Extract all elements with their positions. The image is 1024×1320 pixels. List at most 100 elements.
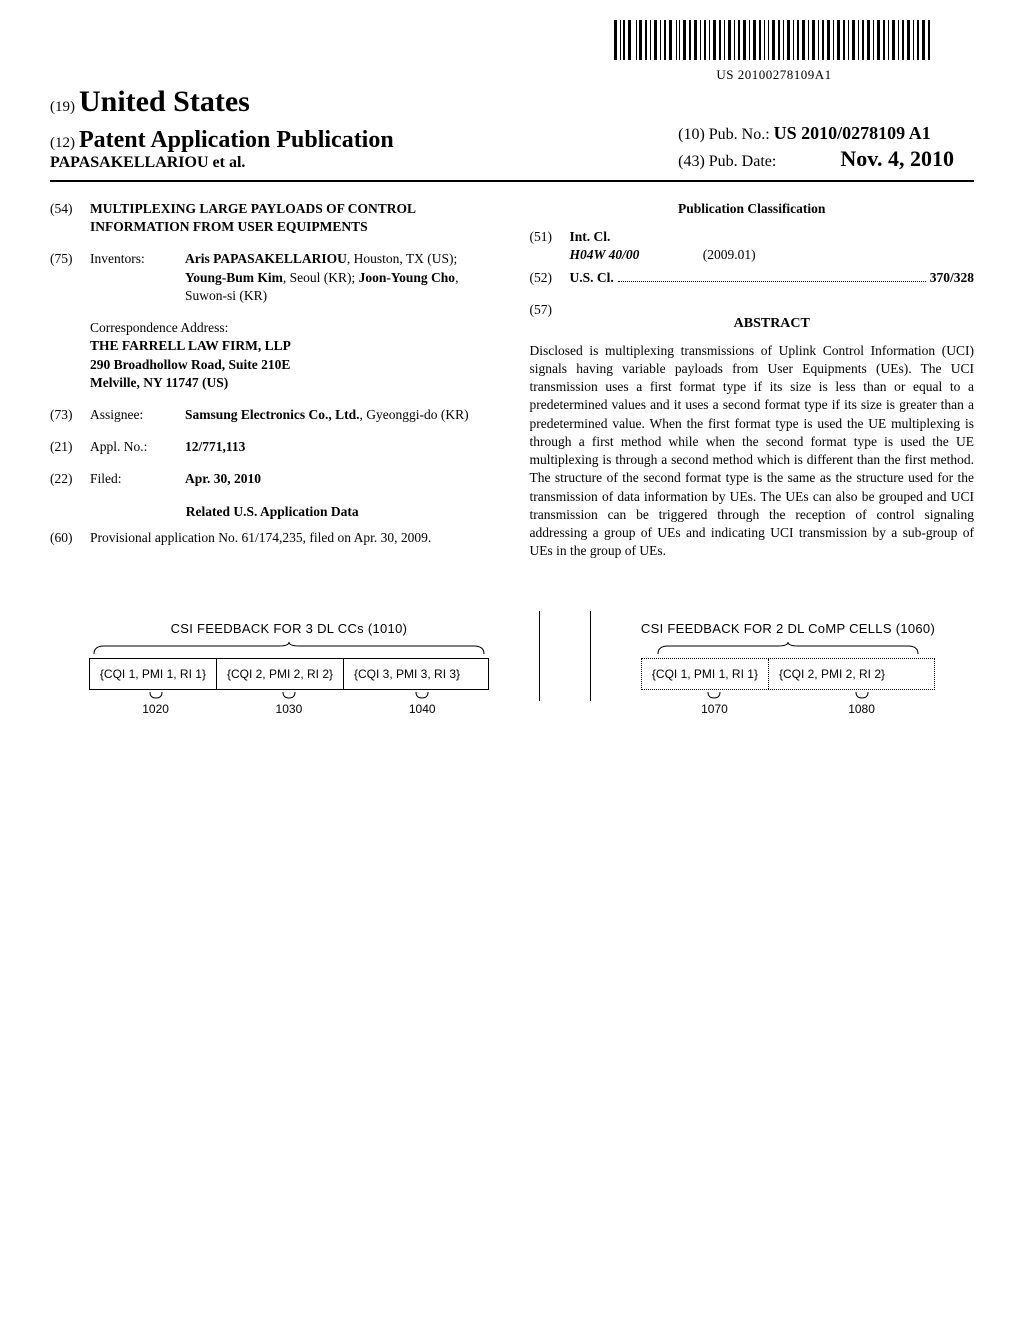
figure-block-2: CSI FEEDBACK FOR 2 DL CoMP CELLS (1060) … xyxy=(641,621,935,716)
barcode-area: US 20100278109A1 xyxy=(614,20,934,83)
code-21: (21) xyxy=(50,438,90,456)
figure-vline-1 xyxy=(539,611,540,701)
code-57: (57) xyxy=(530,301,570,342)
code-73: (73) xyxy=(50,406,90,424)
field-54: (54) MULTIPLEXING LARGE PAYLOADS OF CONT… xyxy=(50,200,495,236)
barcode-text: US 20100278109A1 xyxy=(614,67,934,83)
inventor-1-loc: , Houston, TX (US); xyxy=(347,251,457,266)
invention-title: MULTIPLEXING LARGE PAYLOADS OF CONTROL I… xyxy=(90,200,495,236)
authors-line: PAPASAKELLARIOU et al. xyxy=(50,154,394,172)
inventors-val: Aris PAPASAKELLARIOU, Houston, TX (US); … xyxy=(185,250,495,305)
fig1-boxes: {CQI 1, PMI 1, RI 1} {CQI 2, PMI 2, RI 2… xyxy=(89,658,489,690)
label-inventors: Inventors: xyxy=(90,250,185,305)
fig1-refs: 1020 1030 1040 xyxy=(89,692,489,716)
right-column: Publication Classification (51) Int. Cl.… xyxy=(530,200,975,561)
fig1-cell-0: {CQI 1, PMI 1, RI 1} xyxy=(90,659,217,689)
field-52: (52) U.S. Cl. 370/328 xyxy=(530,269,975,287)
fig2-cell-1: {CQI 2, PMI 2, RI 2} xyxy=(769,659,895,689)
figure-block-1: CSI FEEDBACK FOR 3 DL CCs (1010) {CQI 1,… xyxy=(89,621,489,716)
code-10: (10) xyxy=(678,126,705,143)
abstract-head: ABSTRACT xyxy=(570,315,975,334)
field-75: (75) Inventors: Aris PAPASAKELLARIOU, Ho… xyxy=(50,250,495,305)
filed-val: Apr. 30, 2010 xyxy=(185,470,495,488)
intcl-val: H04W 40/00 xyxy=(570,247,640,262)
corr-l2: THE FARRELL LAW FIRM, LLP xyxy=(90,337,495,355)
code-43: (43) xyxy=(678,153,705,170)
assignee-val: Samsung Electronics Co., Ltd., Gyeonggi-… xyxy=(185,406,495,424)
fig2-top-bracket xyxy=(641,642,935,654)
fig1-cell-2: {CQI 3, PMI 3, RI 3} xyxy=(344,659,470,689)
header-block: (19) United States (12) Patent Applicati… xyxy=(50,85,974,172)
field-57: (57) ABSTRACT xyxy=(530,301,975,342)
field-22: (22) Filed: Apr. 30, 2010 xyxy=(50,470,495,488)
assignee-loc: , Gyeonggi-do (KR) xyxy=(360,407,469,422)
code-60: (60) xyxy=(50,529,90,547)
inventor-2-loc: , Seoul (KR); xyxy=(283,270,359,285)
label-intcl: Int. Cl. xyxy=(570,228,975,246)
label-assignee: Assignee: xyxy=(90,406,185,424)
body-columns: (54) MULTIPLEXING LARGE PAYLOADS OF CONT… xyxy=(50,200,974,561)
corr-l3: 290 Broadhollow Road, Suite 210E xyxy=(90,356,495,374)
code-75: (75) xyxy=(50,250,90,305)
fig2-refs: 1070 1080 xyxy=(641,692,935,716)
provisional-text: Provisional application No. 61/174,235, … xyxy=(90,529,495,547)
field-73: (73) Assignee: Samsung Electronics Co., … xyxy=(50,406,495,424)
fig2-ref-1-text: 1080 xyxy=(848,702,875,716)
fig2-ref-0: 1070 xyxy=(641,692,788,716)
pub-class-head: Publication Classification xyxy=(530,200,975,218)
abstract-text: Disclosed is multiplexing transmissions … xyxy=(530,342,975,561)
field-51: (51) Int. Cl. H04W 40/00 (2009.01) xyxy=(530,228,975,264)
header-right: (10) Pub. No.: US 2010/0278109 A1 (43) P… xyxy=(678,123,974,172)
fig2-ref-1: 1080 xyxy=(788,692,935,716)
pub-no: US 2010/0278109 A1 xyxy=(774,123,931,143)
inventor-2-name: Young-Bum Kim xyxy=(185,270,283,285)
fig2-caption: CSI FEEDBACK FOR 2 DL CoMP CELLS (1060) xyxy=(641,621,935,636)
header-left: (12) Patent Application Publication PAPA… xyxy=(50,127,394,172)
uscl-val: 370/328 xyxy=(930,269,974,287)
pub-date: Nov. 4, 2010 xyxy=(840,146,954,171)
divider xyxy=(50,180,974,182)
barcode-graphic xyxy=(614,20,934,65)
intcl-year: (2009.01) xyxy=(703,247,756,262)
code-51: (51) xyxy=(530,228,570,264)
pub-date-label: Pub. Date: xyxy=(709,153,777,170)
fig2-boxes: {CQI 1, PMI 1, RI 1} {CQI 2, PMI 2, RI 2… xyxy=(641,658,935,690)
fig1-top-bracket xyxy=(89,642,489,654)
fig1-cell-1: {CQI 2, PMI 2, RI 2} xyxy=(217,659,344,689)
fig2-ref-0-text: 1070 xyxy=(701,702,728,716)
fig1-caption: CSI FEEDBACK FOR 3 DL CCs (1010) xyxy=(89,621,489,636)
assignee-name: Samsung Electronics Co., Ltd. xyxy=(185,407,360,422)
related-head: Related U.S. Application Data xyxy=(50,503,495,521)
country-title: United States xyxy=(79,85,250,118)
fig1-ref-0-text: 1020 xyxy=(142,702,169,716)
uscl-dots xyxy=(618,281,926,282)
fig1-ref-2-text: 1040 xyxy=(409,702,436,716)
intcl-block: Int. Cl. H04W 40/00 (2009.01) xyxy=(570,228,975,264)
label-applno: Appl. No.: xyxy=(90,438,185,456)
fig1-ref-1-text: 1030 xyxy=(276,702,303,716)
label-filed: Filed: xyxy=(90,470,185,488)
corr-l4: Melville, NY 11747 (US) xyxy=(90,374,495,392)
field-60: (60) Provisional application No. 61/174,… xyxy=(50,529,495,547)
figure-area: CSI FEEDBACK FOR 3 DL CCs (1010) {CQI 1,… xyxy=(50,621,974,716)
applno-val: 12/771,113 xyxy=(185,438,495,456)
left-column: (54) MULTIPLEXING LARGE PAYLOADS OF CONT… xyxy=(50,200,495,561)
code-54: (54) xyxy=(50,200,90,236)
fig2-cell-0: {CQI 1, PMI 1, RI 1} xyxy=(642,659,769,689)
field-21: (21) Appl. No.: 12/771,113 xyxy=(50,438,495,456)
figure-vline-2 xyxy=(590,611,591,701)
fig1-ref-2: 1040 xyxy=(356,692,489,716)
fig1-ref-0: 1020 xyxy=(89,692,222,716)
code-19: (19) xyxy=(50,99,75,115)
code-52: (52) xyxy=(530,269,570,287)
correspondence-block: Correspondence Address: THE FARRELL LAW … xyxy=(90,319,495,392)
pub-no-label: Pub. No.: xyxy=(709,126,770,143)
label-uscl: U.S. Cl. xyxy=(570,269,614,287)
corr-l1: Correspondence Address: xyxy=(90,319,495,337)
fig1-ref-1: 1030 xyxy=(222,692,355,716)
uscl-line: U.S. Cl. 370/328 xyxy=(570,269,975,287)
code-12: (12) xyxy=(50,135,75,151)
inventor-1-name: Aris PAPASAKELLARIOU xyxy=(185,251,347,266)
code-22: (22) xyxy=(50,470,90,488)
inventor-3-name: Joon-Young Cho xyxy=(359,270,455,285)
